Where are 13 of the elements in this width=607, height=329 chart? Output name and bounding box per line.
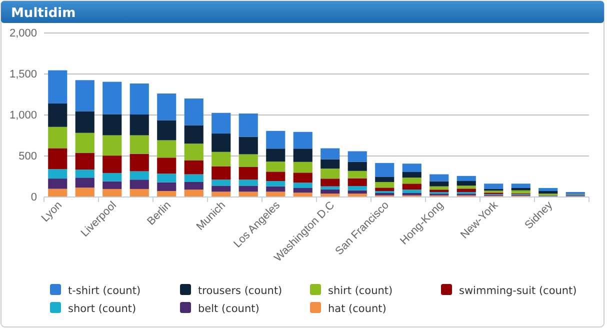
y-tick-label: 2,000 bbox=[9, 28, 37, 40]
legend-label: hat (count) bbox=[328, 303, 386, 315]
legend-label: t-shirt (count) bbox=[68, 285, 141, 297]
chart-title: Multidim bbox=[11, 6, 76, 21]
y-tick-label: 1,500 bbox=[9, 68, 37, 81]
y-tick-label: 500 bbox=[18, 150, 37, 163]
legend-label: swimming-suit (count) bbox=[459, 285, 577, 297]
legend-label: belt (count) bbox=[198, 303, 260, 315]
legend-label: short (count) bbox=[68, 303, 136, 315]
legend-label: shirt (count) bbox=[328, 285, 393, 297]
legend-label: trousers (count) bbox=[198, 285, 282, 297]
y-tick-label: 0 bbox=[30, 192, 37, 204]
y-tick-label: 1,000 bbox=[9, 110, 37, 122]
